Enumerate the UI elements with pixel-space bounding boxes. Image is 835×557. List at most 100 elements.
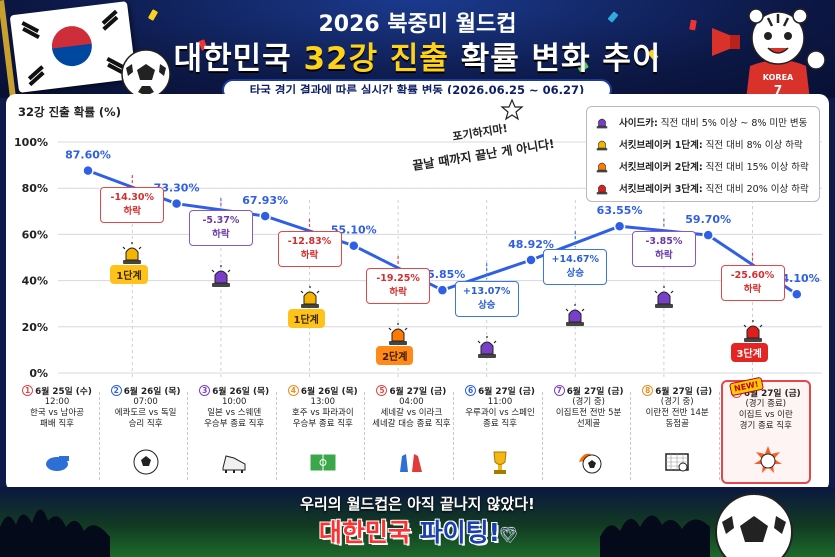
siren-icon: [596, 118, 608, 129]
event-time: 07:00: [133, 397, 158, 407]
change-direction: 하락: [389, 286, 407, 298]
legend-desc: 직전 대비 5% 이상 ~ 8% 미만 변동: [660, 118, 808, 129]
legend-desc: 직전 대비 8% 이상 하락: [705, 140, 803, 151]
tiger-jersey-number: 7: [774, 83, 782, 97]
event-date: 6월 26일 (목): [300, 386, 358, 397]
change-percent: -25.60%: [730, 269, 775, 281]
event-date-row: 2 6월 26일 (목): [101, 384, 191, 397]
legend-item: 서킷브레이커 2단계: 직전 대비 15% 이상 하락: [595, 155, 811, 177]
legend: 사이드카: 직전 대비 5% 이상 ~ 8% 미만 변동 서킷브레이커 1단계:…: [586, 106, 820, 202]
siren-icon: [477, 336, 497, 359]
event-date-row: 6 6월 27일 (금): [455, 384, 545, 397]
event-time: (경기 종료): [745, 399, 787, 409]
y-axis-label: 32강 진출 확률 (%): [18, 105, 121, 119]
event-item: 1 6월 25일 (수) 12:00 한국 vs 남아공 패배 직후: [12, 384, 102, 484]
event-divider: [453, 392, 454, 480]
change-direction: 하락: [655, 249, 673, 261]
event-number: 5: [376, 384, 388, 396]
event-time: 11:00: [487, 397, 513, 407]
event-divider: [187, 392, 189, 480]
siren-icon: [565, 304, 585, 327]
soccer-boot-icon: [222, 455, 246, 473]
event-item: 9 6월 27일 (금) (경기 종료) 이집트 vs 이란 경기 종료 직후: [720, 380, 811, 484]
event-time: 12:00: [44, 397, 70, 407]
change-box: -3.85% 하락: [631, 230, 696, 267]
change-percent: -19.25%: [376, 272, 420, 284]
legend-desc: 직전 대비 20% 이상 하락: [705, 184, 809, 195]
change-box: -14.30% 하락: [100, 187, 165, 224]
event-date-row: 1 6월 25일 (수): [12, 384, 102, 397]
event-match: 세네갈 vs 이라크: [380, 408, 443, 418]
circuit-breaker-stage-badge: 3단계: [730, 342, 768, 362]
goal-net-icon: [665, 453, 689, 472]
event-number: 4: [287, 384, 299, 396]
soccer-field-icon: [309, 453, 337, 472]
event-date-row: 5 6월 27일 (금): [366, 384, 456, 397]
title-line-1: 2026 북중미 월드컵: [318, 12, 517, 37]
event-item: 2 6월 26일 (목) 07:00 에콰도르 vs 독일 승리 직후: [101, 384, 191, 484]
circuit-breaker-stage-badge: 2단계: [376, 345, 414, 365]
event-status: 우승부 종료 직후: [204, 419, 265, 429]
event-date-row: 4 6월 26일 (목): [278, 384, 368, 397]
flaming-ball-icon: [578, 453, 602, 474]
event-status: 우승부 종료 직후: [292, 419, 353, 429]
event-time: (경기 중): [660, 397, 694, 407]
change-direction: 하락: [123, 206, 142, 218]
siren-icon: [211, 264, 231, 287]
event-match: 이집트전 전반 5분: [555, 408, 622, 418]
event-match: 한국 vs 남아공: [30, 408, 84, 418]
change-box: +13.07% 상승: [454, 281, 519, 318]
event-status: 승리 직후: [128, 419, 163, 429]
siren-icon: [596, 140, 608, 151]
event-number: 2: [110, 384, 122, 396]
legend-name: 서킷브레이커 2단계:: [619, 162, 703, 173]
change-direction: 하락: [300, 249, 319, 261]
event-time: 13:00: [310, 397, 336, 407]
event-date: 6월 27일 (금): [743, 388, 801, 399]
event-number: 6: [465, 384, 477, 396]
legend-name: 사이드카:: [619, 118, 658, 129]
event-status: 종료 직후: [483, 419, 517, 429]
event-date: 6월 26일 (목): [123, 386, 181, 397]
event-match: 호주 vs 파라과이: [291, 408, 354, 418]
header-banner: 2026 북중미 월드컵 대한민국 32강 진출 확률 변화 추이 KOREA …: [0, 0, 835, 98]
event-item: 3 6월 26일 (목) 10:00 일본 vs 스웨덴 우승부 종료 직후: [189, 384, 279, 484]
event-time: (경기 중): [572, 397, 605, 407]
event-item: 4 6월 26일 (목) 13:00 호주 vs 파라과이 우승부 종료 직후: [278, 384, 368, 484]
event-number: 3: [199, 384, 211, 396]
change-box: -19.25% 하락: [366, 267, 431, 304]
event-status: 패배 직후: [40, 419, 74, 429]
change-percent: -12.83%: [287, 235, 332, 247]
legend-item: 서킷브레이커 3단계: 직전 대비 20% 이상 하락: [595, 177, 811, 199]
event-date: 6월 25일 (수): [35, 386, 92, 397]
event-match: 에콰도르 vs 독일: [114, 408, 177, 418]
change-box: +14.67% 상승: [543, 249, 608, 286]
legend-item: 사이드카: 직전 대비 5% 이상 ~ 8% 미만 변동: [595, 111, 811, 133]
event-match: 이집트 vs 이란: [738, 410, 793, 420]
event-time: 04:00: [399, 397, 424, 407]
change-percent: -3.85%: [645, 235, 683, 247]
event-number: 1: [22, 384, 34, 396]
footer-banner: 우리의 월드컵은 아직 끝나지 않았다! 대한민국 파이팅!♡: [0, 487, 835, 557]
trophy-icon: [493, 451, 507, 474]
event-status: 세네갈 대승 종료 직후: [372, 419, 451, 429]
footer-line-2: 대한민국 파이팅!♡: [318, 518, 517, 547]
event-time: 10:00: [221, 397, 247, 407]
event-match: 우루과이 vs 스페인: [465, 408, 535, 418]
legend-name: 서킷브레이커 3단계:: [619, 184, 703, 195]
legend-item: 서킷브레이커 1단계: 직전 대비 8% 이상 하락: [595, 133, 811, 155]
event-status: 선제골: [576, 419, 601, 429]
event-date: 6월 27일 (금): [478, 386, 535, 397]
event-item: 8 6월 27일 (금) (경기 중) 이란전 전반 14분 동점골: [632, 384, 722, 484]
soccer-ball-icon: [121, 49, 171, 98]
event-status: 경기 종료 직후: [739, 421, 792, 431]
circuit-breaker-stage-badge: 1단계: [110, 265, 148, 285]
event-match: 일본 vs 스웨덴: [207, 408, 262, 418]
change-box: -12.83% 하락: [277, 230, 342, 267]
change-direction: 상승: [477, 300, 496, 312]
footer-line-1: 우리의 월드컵은 아직 끝나지 않았다!: [300, 495, 535, 513]
crowd-silhouette-icon: [0, 509, 110, 557]
foam-hands-icon: [400, 454, 423, 472]
star-doodle-icon: [500, 98, 524, 121]
event-divider: [630, 392, 632, 480]
